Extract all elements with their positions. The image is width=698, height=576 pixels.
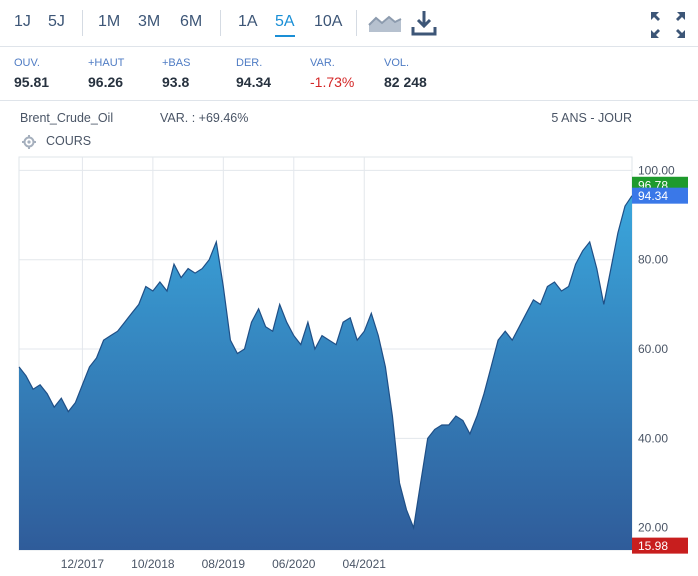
series-label: COURS	[46, 134, 92, 148]
stat-high: +HAUT 96.26	[88, 56, 124, 91]
y-tick-label: 100.00	[638, 163, 675, 177]
stat-low: +BAS 93.8	[162, 56, 190, 91]
settings-icon[interactable]	[22, 135, 36, 149]
stat-value: 93.8	[162, 74, 190, 90]
last-marker-label: 94.34	[638, 189, 668, 203]
download-icon[interactable]	[410, 9, 438, 37]
toolbar-divider	[356, 10, 357, 36]
stat-last: DER. 94.34	[236, 56, 271, 91]
stat-label: +BAS	[162, 57, 191, 69]
stat-label: OUV.	[14, 57, 40, 69]
x-tick-label: 06/2020	[272, 557, 316, 571]
last-marker-box	[632, 187, 688, 204]
toolbar-divider	[82, 10, 83, 36]
period-5d-button[interactable]: 5J	[48, 13, 65, 30]
period-1m-button[interactable]: 1M	[98, 13, 121, 30]
fullscreen-icon[interactable]	[648, 10, 688, 40]
stat-variation: VAR. -1.73%	[310, 56, 354, 91]
toolbar-divider	[220, 10, 221, 36]
area-chart-icon[interactable]	[368, 12, 402, 34]
y-axis-labels: 100.00 80.00 60.00 40.00 20.00	[638, 163, 675, 534]
x-tick-label: 04/2021	[343, 557, 387, 571]
stat-value: -1.73%	[310, 74, 355, 90]
stats-divider-line	[0, 100, 698, 101]
stat-value: 82 248	[384, 74, 427, 90]
stat-open: OUV. 95.81	[14, 56, 49, 91]
period-1y-button[interactable]: 1A	[238, 13, 258, 30]
x-axis-labels: 12/2017 10/2018 08/2019 06/2020 04/2021	[61, 557, 387, 571]
period-6m-button[interactable]: 6M	[180, 13, 203, 30]
y-tick-label: 80.00	[638, 253, 668, 267]
y-tick-label: 20.00	[638, 521, 668, 535]
stat-volume: VOL. 82 248	[384, 56, 427, 91]
stat-label: VOL.	[384, 57, 410, 69]
x-tick-label: 10/2018	[131, 557, 175, 571]
chart-variation: VAR. : +69.46%	[160, 111, 249, 125]
low-marker-box	[632, 537, 688, 554]
period-5y-button[interactable]: 5A	[275, 13, 295, 37]
x-tick-label: 08/2019	[202, 557, 246, 571]
stat-value: 95.81	[14, 74, 50, 90]
toolbar: 1J 5J 1M 3M 6M 1A 5A 10A	[0, 0, 698, 46]
period-3m-button[interactable]: 3M	[138, 13, 161, 30]
instrument-name: Brent_Crude_Oil	[20, 111, 114, 125]
stat-label: +HAUT	[88, 57, 125, 69]
y-tick-label: 60.00	[638, 342, 668, 356]
stat-label: VAR.	[310, 57, 335, 69]
stat-label: DER.	[236, 57, 263, 69]
low-marker-label: 15.98	[638, 539, 668, 553]
period-1d-button[interactable]: 1J	[14, 13, 31, 30]
stat-value: 94.34	[236, 74, 272, 90]
y-tick-label: 40.00	[638, 431, 668, 445]
stat-value: 96.26	[88, 74, 124, 90]
chart-range: 5 ANS - JOUR	[551, 111, 632, 125]
period-10y-button[interactable]: 10A	[314, 13, 343, 30]
toolbar-divider-line	[0, 46, 698, 47]
x-tick-label: 12/2017	[61, 557, 105, 571]
price-area	[19, 195, 632, 550]
price-line	[18, 195, 633, 530]
